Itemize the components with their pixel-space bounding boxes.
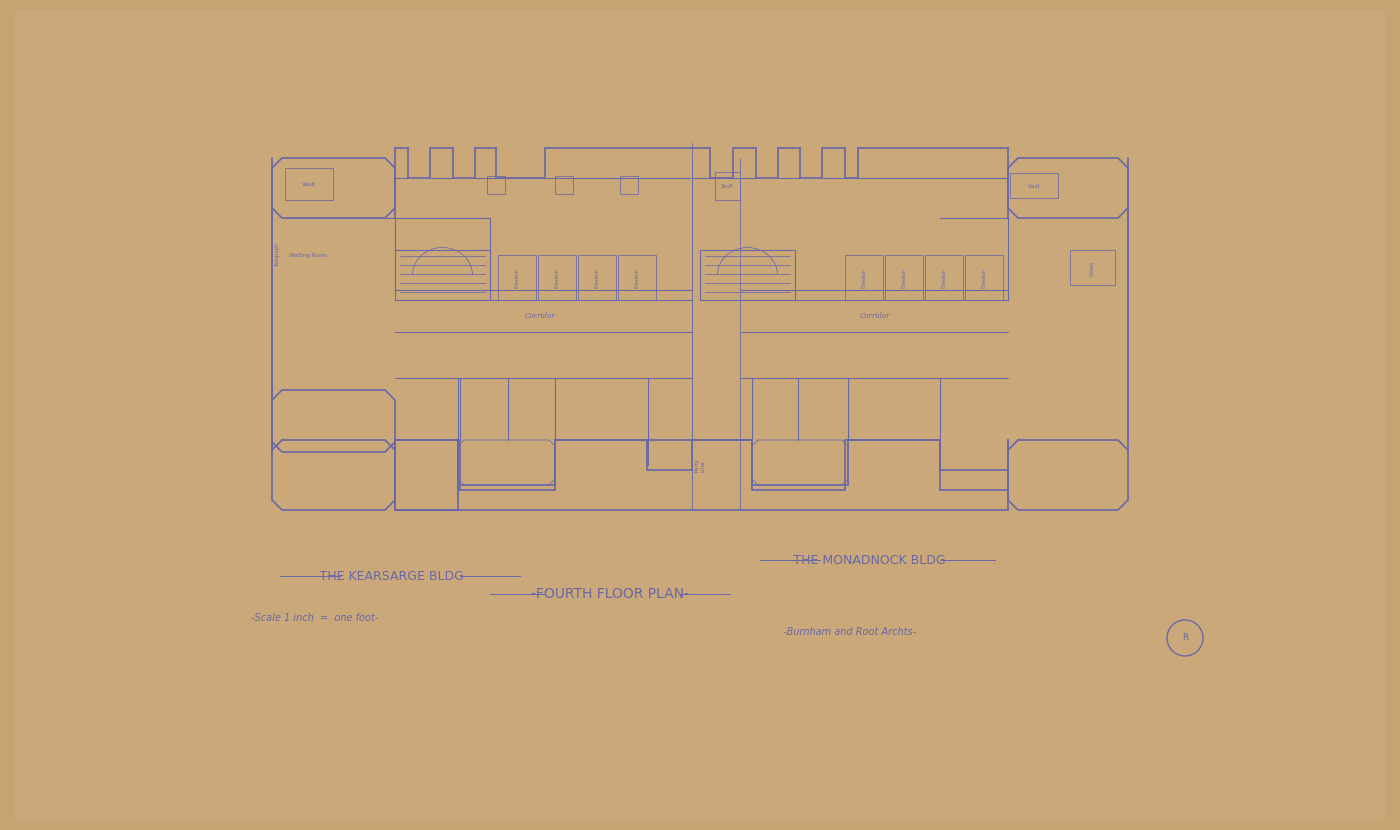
Bar — [700, 250, 795, 300]
Bar — [617, 255, 657, 300]
Text: Elevator: Elevator — [941, 267, 946, 288]
Text: Elevator: Elevator — [981, 267, 987, 288]
Bar — [578, 255, 616, 300]
Bar — [965, 255, 1002, 300]
Text: Vault: Vault — [302, 182, 316, 187]
Bar — [487, 176, 505, 194]
Text: Elevator: Elevator — [861, 267, 867, 288]
Bar — [846, 255, 883, 300]
Text: Elevator: Elevator — [634, 267, 640, 288]
Bar — [620, 176, 638, 194]
Bar — [554, 176, 573, 194]
Text: Elevator: Elevator — [515, 267, 519, 288]
Text: Telegraph: Telegraph — [276, 243, 280, 267]
Bar — [715, 172, 741, 200]
Bar — [395, 250, 490, 300]
Text: -Burnham and Root Archts-: -Burnham and Root Archts- — [784, 627, 917, 637]
Bar — [925, 255, 963, 300]
Text: Closet: Closet — [1089, 261, 1095, 276]
Text: Elevator: Elevator — [595, 267, 599, 288]
Text: - THE KEARSARGE BLDG-: - THE KEARSARGE BLDG- — [311, 569, 469, 583]
Text: Elevator: Elevator — [554, 267, 560, 288]
Text: -FOURTH FLOOR PLAN-: -FOURTH FLOOR PLAN- — [531, 587, 689, 601]
Text: Corridor: Corridor — [525, 312, 556, 320]
Bar — [885, 255, 923, 300]
Text: Waiting Room: Waiting Room — [288, 252, 328, 257]
Text: Corridor: Corridor — [860, 312, 890, 320]
Text: Party
Line: Party Line — [694, 458, 706, 472]
Text: Elevator: Elevator — [902, 267, 907, 288]
Text: -THE MONADNOCK BLDG-: -THE MONADNOCK BLDG- — [790, 554, 951, 567]
Text: Shaft: Shaft — [721, 183, 734, 188]
Bar — [538, 255, 575, 300]
Bar — [1070, 250, 1114, 285]
Text: R: R — [1182, 633, 1189, 642]
Text: Vault: Vault — [1028, 183, 1040, 188]
Bar — [498, 255, 536, 300]
Bar — [286, 168, 333, 200]
Bar — [1009, 173, 1058, 198]
Text: -Scale 1 inch  =  one foot-: -Scale 1 inch = one foot- — [252, 613, 378, 623]
